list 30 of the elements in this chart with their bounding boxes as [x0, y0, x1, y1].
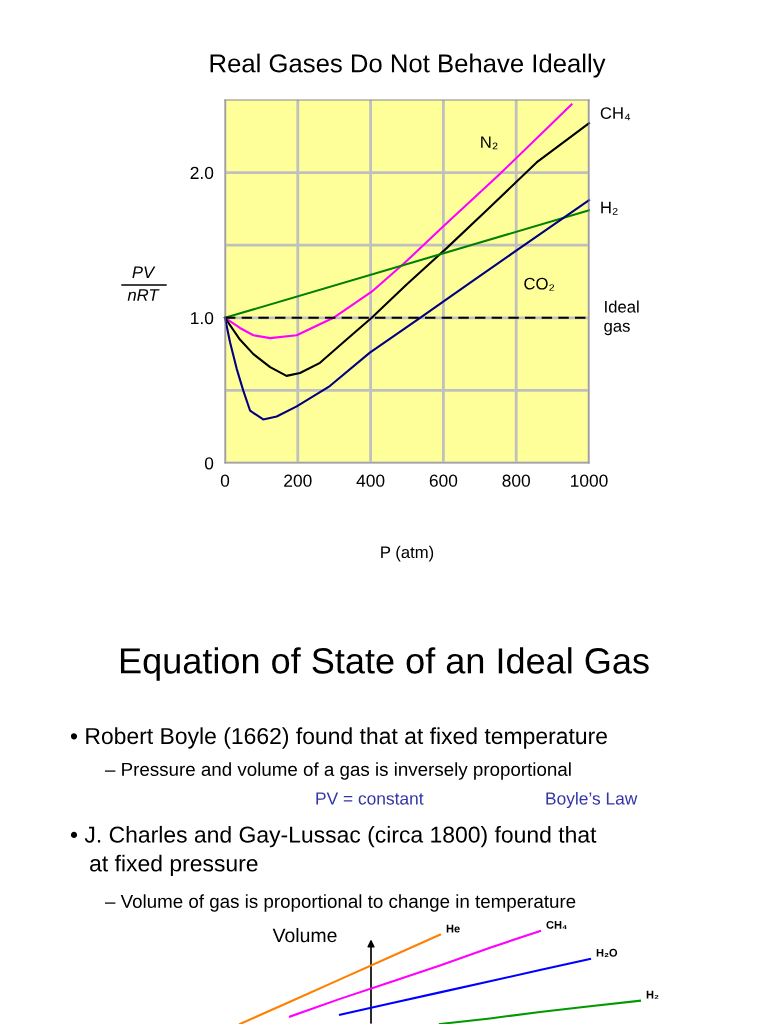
series-label: H₂ [601, 201, 618, 215]
series-label: CH₄ [546, 920, 567, 930]
chart-title: Equation of State of an Ideal Gas [120, 647, 649, 681]
series-label: Ideal gas [604, 300, 639, 336]
text: • J. Charles and Gay-Lussac (circa 1800) found that at fixed pressure [70, 825, 597, 877]
y-tick-label: 1.0 [191, 311, 214, 325]
y-axis-title: Volume [272, 927, 337, 943]
text: – Volume of gas is proportional to change in temperature [105, 894, 576, 912]
series-label: H₂ [646, 990, 659, 999]
x-tick-label: 800 [502, 474, 531, 487]
text: Boyle’s Law [546, 791, 638, 809]
text: – Pressure and volume of a gas is inversely proportional [105, 762, 571, 780]
x-tick-label: 1000 [571, 474, 608, 487]
line-series [223, 199, 591, 421]
chart-title: Real Gases Do Not Behave Ideally [210, 53, 606, 78]
series-label: N₂ [481, 136, 498, 150]
series-label: H₂O [596, 948, 618, 957]
text: PV = constant [316, 792, 424, 805]
x-tick-label: 0 [220, 474, 230, 487]
text: • Robert Boyle (1662) found that at fixed temperature [70, 727, 607, 749]
x-axis-title: P (atm) [381, 545, 434, 562]
series-label: CO₂ [524, 277, 555, 291]
y-tick-label: 0 [204, 457, 214, 470]
series-label: CH₄ [600, 107, 631, 121]
x-tick-label: 200 [284, 474, 312, 487]
x-tick-label: 400 [356, 474, 385, 487]
series-label: He [446, 924, 460, 933]
y-tick-label: 2.0 [190, 166, 214, 180]
y-axis-title: PV nRT [127, 266, 160, 301]
x-tick-label: 600 [429, 474, 458, 487]
